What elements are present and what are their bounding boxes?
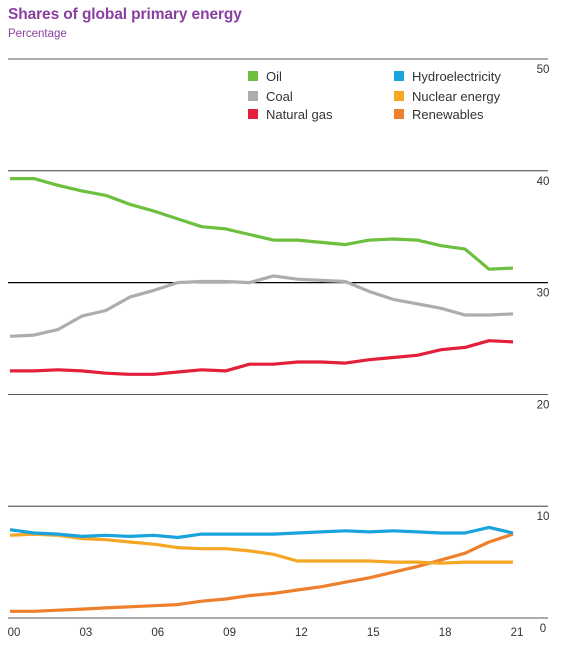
x-tick-label-12: 12 — [295, 627, 308, 639]
legend-swatch-nuclear-energy — [394, 91, 404, 101]
chart-subtitle: Percentage — [8, 28, 67, 40]
legend-swatch-renewables — [394, 109, 404, 119]
series-line-coal — [9, 274, 514, 338]
legend: Oil Coal Natural gas Hydroelectricity Nuclea… — [248, 69, 501, 122]
legend-label-renewables: Renewables — [412, 107, 484, 122]
legend-swatch-natural-gas — [248, 109, 258, 119]
x-tick-label-21: 21 — [511, 627, 524, 639]
y-tick-label-10: 10 — [537, 511, 550, 523]
series-line-oil — [10, 177, 514, 271]
legend-swatch-coal — [248, 91, 258, 101]
legend-label-nuclear-energy: Nuclear energy — [412, 89, 501, 104]
x-tick-label-18: 18 — [439, 627, 452, 639]
y-tick-label-40: 40 — [537, 176, 550, 188]
x-tick-label-15: 15 — [367, 627, 380, 639]
x-tick-label-09: 09 — [223, 627, 236, 639]
legend-swatch-hydroelectricity — [394, 71, 404, 81]
chart-title: Shares of global primary energy — [8, 6, 242, 23]
legend-label-coal: Coal — [266, 89, 293, 104]
x-tick-label-03: 03 — [79, 627, 92, 639]
series-line-hydroelectricity — [9, 525, 514, 540]
y-tick-label-0: 0 — [540, 623, 546, 635]
y-axis-tick-labels: 0 10 20 30 40 50 — [537, 64, 550, 635]
x-tick-label-06: 06 — [151, 627, 164, 639]
x-tick-label-00: 00 — [8, 627, 21, 639]
legend-label-natural-gas: Natural gas — [266, 107, 333, 122]
legend-swatch-oil — [248, 71, 258, 81]
x-axis-tick-labels: 00 03 06 09 12 15 18 21 — [8, 627, 524, 639]
legend-label-oil: Oil — [266, 69, 282, 84]
y-tick-label-30: 30 — [537, 288, 550, 300]
y-tick-label-50: 50 — [537, 64, 550, 76]
series-line-nuclear-energy — [9, 532, 513, 565]
legend-label-hydroelectricity: Hydroelectricity — [412, 69, 501, 84]
grid-lines — [8, 58, 548, 619]
series-lines — [9, 177, 514, 613]
series-line-natural-gas — [10, 339, 514, 376]
series-line-renewables — [10, 532, 514, 613]
y-tick-label-20: 20 — [537, 399, 550, 411]
